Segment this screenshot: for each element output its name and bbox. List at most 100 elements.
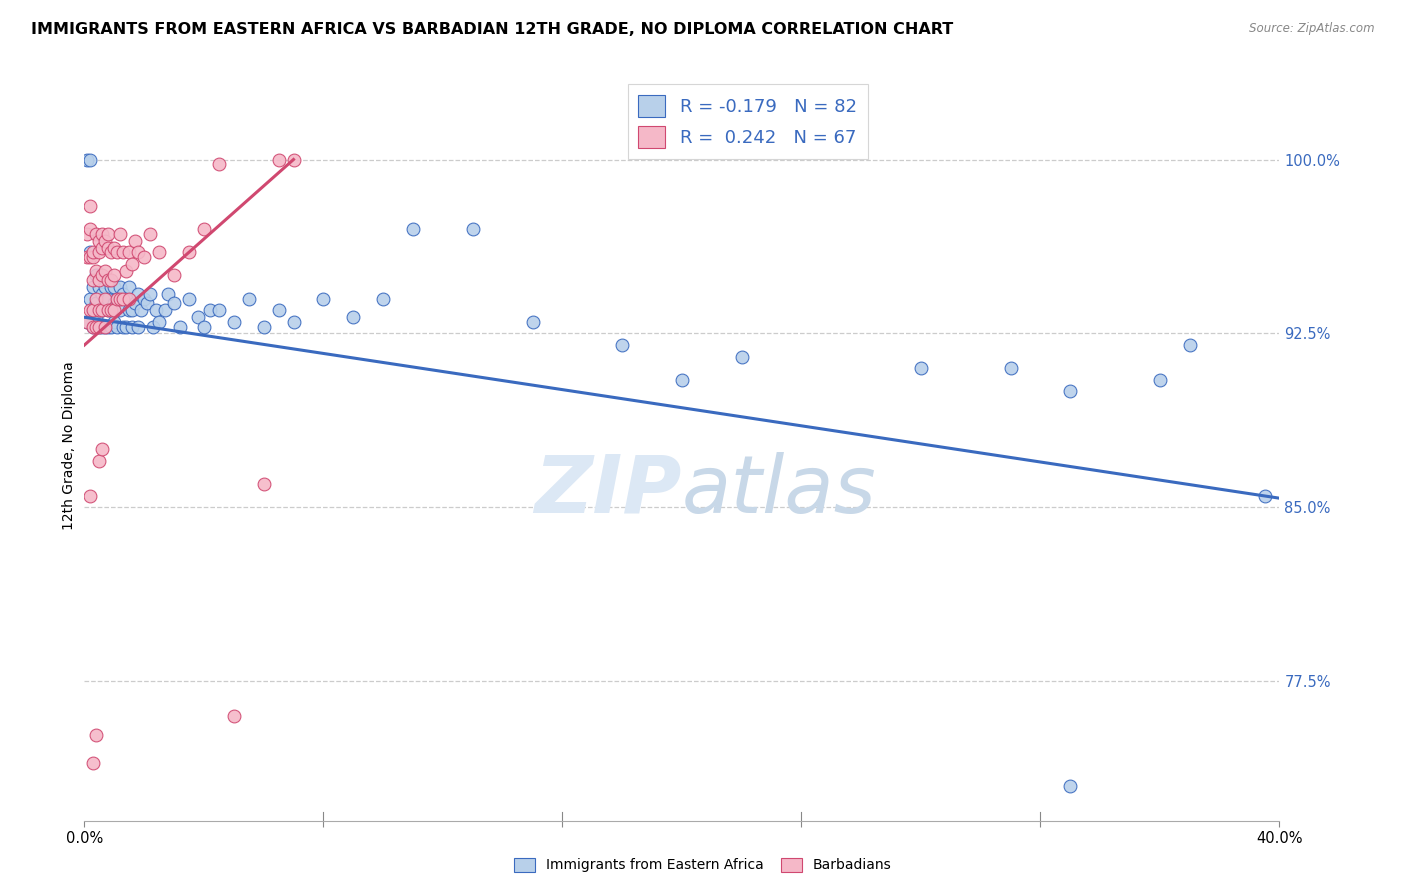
Point [402,222,425,236]
Point [103,280,125,294]
Point [283,315,305,329]
Point [82,273,104,287]
Point [121,303,143,318]
Point [110,280,132,294]
Point [145,303,167,318]
Point [118,303,141,318]
Point [79,199,101,213]
Point [103,268,125,283]
Point [86,319,108,334]
Point [86,310,108,325]
Point [136,296,159,310]
Point [105,245,128,260]
Point [110,292,132,306]
Point [222,315,245,329]
Point [94,296,117,310]
Point [238,292,260,306]
Point [91,319,114,334]
Point [115,264,138,278]
Point [129,303,152,318]
Point [118,292,141,306]
Point [82,319,104,334]
Point [86,292,108,306]
Point [76,315,98,329]
Point [89,303,111,318]
Point [1059,779,1081,793]
Point [198,303,221,318]
Point [105,292,128,306]
Point [1178,338,1201,352]
Point [139,287,162,301]
Point [461,222,484,236]
Point [127,319,149,334]
Point [731,350,754,364]
Point [97,303,120,318]
Point [115,292,138,306]
Point [89,319,111,334]
Point [110,303,132,318]
Point [103,315,125,329]
Text: IMMIGRANTS FROM EASTERN AFRICA VS BARBADIAN 12TH GRADE, NO DIPLOMA CORRELATION C: IMMIGRANTS FROM EASTERN AFRICA VS BARBAD… [31,22,953,37]
Point [127,245,149,260]
Point [94,234,117,248]
Point [208,157,231,171]
Point [222,709,245,723]
Point [94,319,117,334]
Point [89,245,111,260]
Point [89,454,111,468]
Point [169,319,191,334]
Point [91,227,114,241]
Point [283,153,305,167]
Point [79,489,101,503]
Point [97,273,120,287]
Point [89,280,111,294]
Point [82,303,104,318]
Point [79,222,101,236]
Point [79,292,101,306]
Point [253,477,276,491]
Point [97,303,120,318]
Point [91,241,114,255]
Point [89,234,111,248]
Point [124,234,146,248]
Point [124,296,146,310]
Point [103,241,125,255]
Legend: R = -0.179   N = 82, R =  0.242   N = 67: R = -0.179 N = 82, R = 0.242 N = 67 [627,84,868,159]
Point [103,303,125,318]
Point [112,245,135,260]
Point [91,268,114,283]
Point [91,287,114,301]
Point [148,245,170,260]
Point [82,319,104,334]
Point [100,273,122,287]
Point [612,338,634,352]
Point [79,303,101,318]
Point [97,241,120,255]
Point [267,303,290,318]
Point [76,315,98,329]
Point [1149,373,1171,387]
Point [100,319,122,334]
Point [97,319,120,334]
Point [112,319,135,334]
Point [82,280,104,294]
Point [112,292,135,306]
Legend: Immigrants from Eastern Africa, Barbadians: Immigrants from Eastern Africa, Barbadia… [509,852,897,878]
Point [373,292,395,306]
Point [112,287,135,301]
Point [91,303,114,318]
Point [253,319,276,334]
Point [86,264,108,278]
Point [142,319,165,334]
Point [671,373,693,387]
Point [97,292,120,306]
Point [94,319,117,334]
Point [121,257,143,271]
Point [91,442,114,457]
Point [86,227,108,241]
Point [100,280,122,294]
Point [115,319,138,334]
Point [100,303,122,318]
Point [187,310,209,325]
Point [342,310,364,325]
